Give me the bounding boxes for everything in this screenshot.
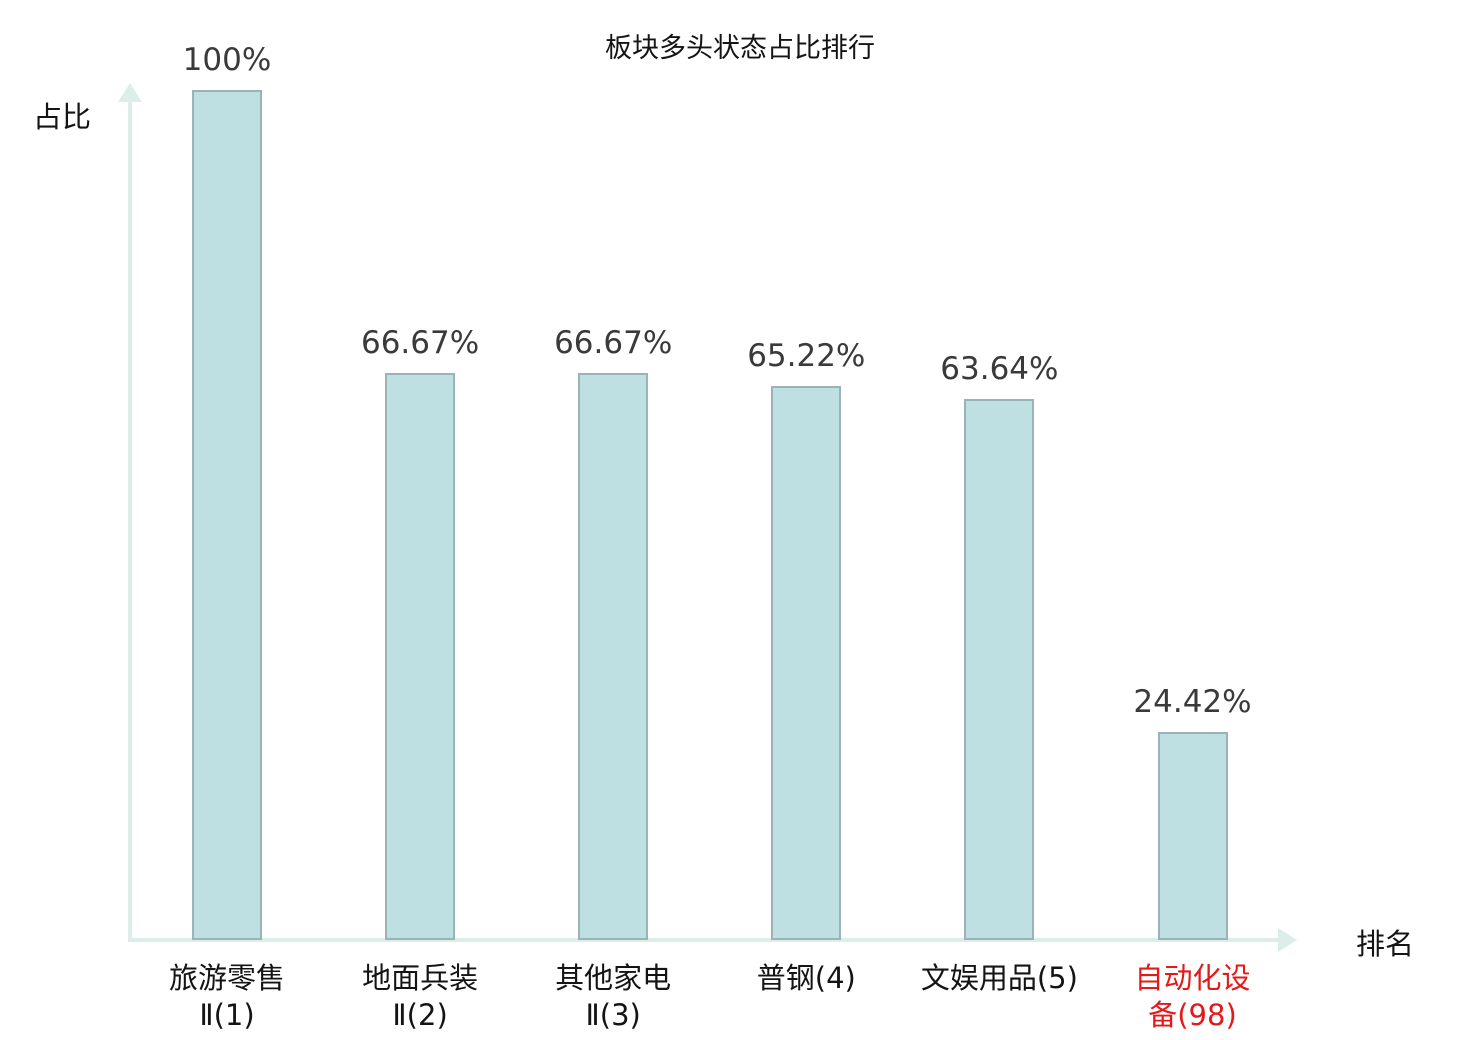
bar-category-label-line: Ⅱ(1) <box>199 998 255 1032</box>
bar <box>385 373 456 940</box>
bar <box>771 386 842 940</box>
bar-value-label: 24.42% <box>1133 684 1252 720</box>
bar-category-label: 旅游零售 Ⅱ(1) <box>127 960 327 1034</box>
bar-value-label: 65.22% <box>747 338 866 374</box>
chart-title: 板块多头状态占比排行 <box>605 33 875 64</box>
bar-value-label: 66.67% <box>360 325 480 361</box>
bar-category-label-line: 旅游零售 <box>168 961 285 995</box>
y-axis-arrow-icon <box>118 83 142 102</box>
bar-value-label: 63.64% <box>940 351 1059 387</box>
bar-category-label-line: Ⅱ(2) <box>392 998 448 1032</box>
bar-category-label: 文娱用品(5) <box>899 960 1099 997</box>
bar <box>964 399 1035 940</box>
y-axis-label: 占比 <box>33 100 92 134</box>
bar <box>578 373 649 940</box>
bar-value-label: 100% <box>182 42 272 78</box>
bar-category-label-line: 其他家电 <box>555 961 672 995</box>
x-axis-arrow-icon <box>1278 928 1297 952</box>
bar-category-label: 普钢(4) <box>706 960 906 997</box>
bar-category-label-line: 备(98) <box>1148 998 1237 1032</box>
bar-category-label-line: 普钢(4) <box>756 961 856 995</box>
bar-category-label: 其他家电 Ⅱ(3) <box>513 960 713 1034</box>
bar-category-label-line: 自动化设 <box>1134 961 1251 995</box>
y-axis-line <box>128 100 132 942</box>
bar-category-label-line: 文娱用品(5) <box>920 961 1078 995</box>
x-axis-label: 排名 <box>1356 927 1415 961</box>
bar <box>192 90 262 940</box>
bar-category-label-line: 地面兵装 <box>362 961 479 995</box>
bar-category-label-line: Ⅱ(3) <box>585 998 641 1032</box>
bar <box>1157 732 1228 940</box>
x-axis-line <box>128 938 1278 942</box>
bar-category-label: 地面兵装 Ⅱ(2) <box>320 960 520 1034</box>
bar-category-label: 自动化设 备(98) <box>1093 960 1293 1034</box>
bar-value-label: 66.67% <box>554 325 673 361</box>
